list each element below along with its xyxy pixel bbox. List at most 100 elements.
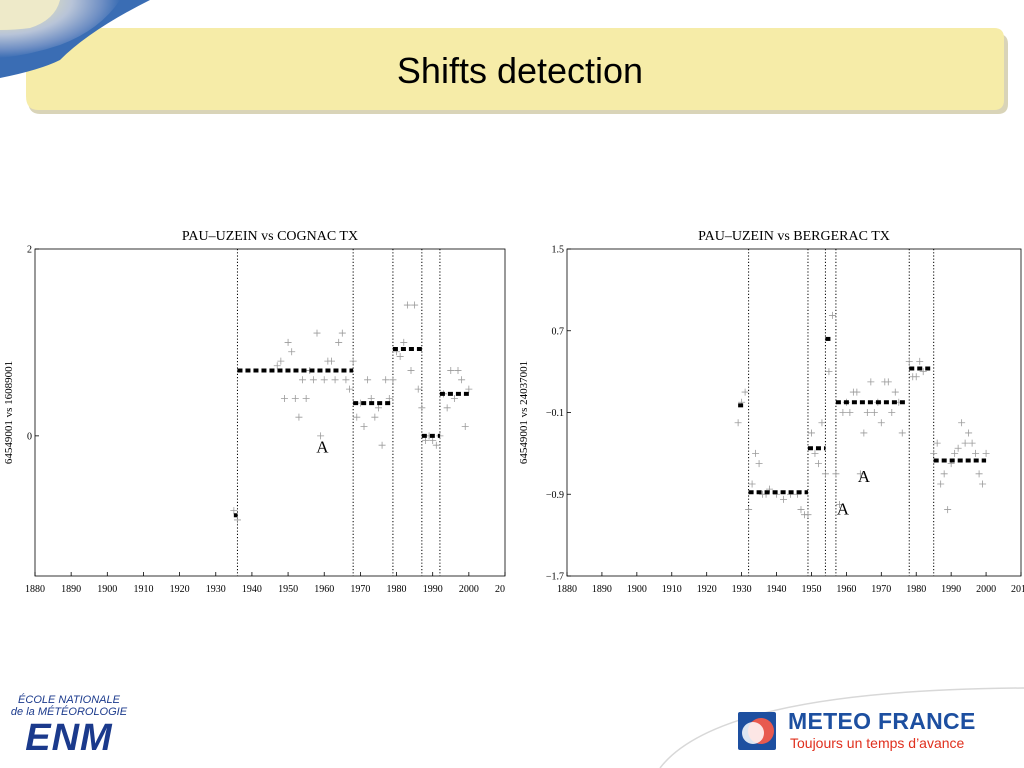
data-point (454, 366, 462, 374)
x-tick-label: 1970 (871, 584, 891, 595)
data-point (364, 376, 372, 384)
footer-swoosh (659, 687, 1024, 768)
data-point (863, 409, 871, 416)
data-point (930, 449, 938, 457)
data-point (814, 460, 822, 468)
annotation-label: A (837, 500, 850, 519)
data-point (807, 429, 815, 437)
data-point (382, 376, 390, 384)
enm-name: ENM (25, 717, 113, 759)
data-point (280, 394, 288, 402)
data-point (954, 444, 962, 452)
data-point (284, 338, 292, 346)
data-point (291, 394, 299, 402)
meteo-france-logo: METEO FRANCE Toujours un temps d’avance (738, 708, 1008, 756)
data-point (965, 429, 973, 437)
data-point (443, 404, 451, 412)
data-point (288, 348, 296, 356)
x-tick-label: 1950 (278, 584, 298, 595)
data-point (403, 301, 411, 309)
x-tick-label: 1910 (133, 584, 153, 595)
chart-pau-bergerac: PAU–UZEIN vs BERGERAC TX 64549001 vs 2403… (518, 229, 1024, 595)
data-point (302, 394, 310, 402)
data-point (870, 409, 878, 416)
x-tick-label: 1900 (627, 584, 647, 595)
data-point (309, 376, 317, 384)
data-point (856, 470, 864, 478)
data-point (374, 404, 382, 412)
data-point (853, 388, 861, 396)
x-tick-label: 1920 (697, 584, 717, 595)
data-point (331, 376, 339, 384)
enm-school-line: ÉCOLE NATIONALE (18, 694, 120, 706)
data-point (233, 516, 241, 524)
data-point (846, 409, 854, 416)
data-point (741, 388, 749, 396)
data-point (230, 507, 238, 515)
data-point (811, 449, 819, 457)
data-point (979, 480, 987, 488)
x-tick-label: 1970 (350, 584, 370, 595)
data-point (804, 511, 812, 519)
data-point (299, 376, 307, 384)
data-point (418, 404, 426, 412)
x-tick-label: 1930 (732, 584, 752, 595)
data-point (277, 357, 285, 365)
header-banner (26, 28, 1004, 110)
y-tick-label: 0.7 (552, 326, 565, 337)
data-point (414, 385, 422, 393)
data-point (972, 449, 980, 457)
x-tick-label: 1960 (836, 584, 856, 595)
data-point (975, 470, 983, 478)
data-point (458, 376, 466, 384)
data-point (877, 419, 885, 427)
x-tick-label: 1930 (206, 584, 226, 595)
x-tick-label: 2010 (495, 584, 506, 595)
data-point (916, 357, 924, 365)
x-tick-label: 1900 (97, 584, 117, 595)
data-point (320, 376, 328, 384)
data-point (389, 376, 397, 384)
data-point (835, 500, 843, 508)
data-point (839, 409, 847, 416)
y-tick-label: −0.1 (546, 408, 564, 419)
chart-title: PAU–UZEIN vs COGNAC TX (182, 229, 358, 244)
x-tick-label: 1880 (25, 584, 45, 595)
enm-meteo-line: de la MÉTÉOROLOGIE (10, 706, 128, 718)
data-point (884, 378, 892, 386)
y-tick-label: 2 (27, 245, 32, 256)
data-point (353, 413, 361, 421)
data-point (429, 437, 437, 445)
chart-pau-cognac: PAU–UZEIN vs COGNAC TX 64549001 vs 160890… (3, 229, 506, 595)
x-tick-label: 1920 (170, 584, 190, 595)
data-point (450, 394, 458, 402)
data-point (940, 470, 948, 478)
plot-frame (566, 248, 1022, 577)
x-tick-label: 1910 (662, 584, 682, 595)
data-point (335, 338, 343, 346)
data-point (378, 441, 386, 449)
data-point (933, 439, 941, 447)
data-point (745, 506, 753, 514)
meteo-france-name: METEO FRANCE (788, 708, 976, 734)
data-point (832, 470, 840, 478)
data-point (825, 368, 833, 376)
chart-title: PAU–UZEIN vs BERGERAC TX (698, 229, 890, 244)
meteo-france-sun-icon (738, 712, 776, 750)
data-point (867, 378, 875, 386)
x-tick-label: 1980 (906, 584, 926, 595)
slide-title: Shifts detection (396, 50, 644, 91)
data-point (338, 329, 346, 337)
plot-frame (34, 248, 506, 577)
data-point (752, 449, 760, 457)
annotation-label: A (316, 438, 329, 457)
data-point (891, 388, 899, 396)
data-point (273, 362, 281, 370)
data-point (295, 413, 303, 421)
data-point (748, 480, 756, 488)
data-point (818, 419, 826, 427)
data-point (982, 449, 990, 457)
data-point (317, 432, 325, 440)
data-point (888, 409, 896, 416)
